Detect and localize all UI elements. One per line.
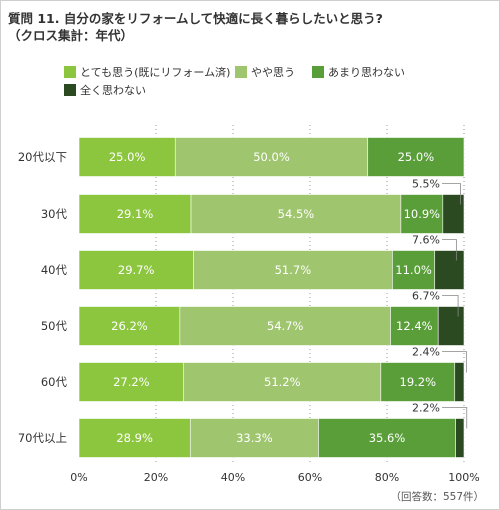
legend-label: 全く思わない <box>80 84 146 97</box>
x-tick-label: 80% <box>375 471 399 484</box>
bar-segment <box>193 250 393 290</box>
data-label: 50.0% <box>253 150 290 164</box>
x-tick-label: 0% <box>70 471 87 484</box>
bar-segment <box>78 306 181 346</box>
x-tick-label: 60% <box>298 471 322 484</box>
legend-label: やや思う <box>251 66 295 79</box>
bar-segment <box>434 250 465 290</box>
bar-segment <box>78 362 185 402</box>
data-label: 10.9% <box>404 207 441 221</box>
chart-title: 質問 11. 自分の家をリフォームして快適に長く暮らしたいと思う? （クロス集計… <box>8 10 488 44</box>
leader-line <box>442 351 467 373</box>
data-label: 2.2% <box>412 402 440 415</box>
data-label: 27.2% <box>113 375 150 389</box>
bar-segment <box>390 306 439 346</box>
response-count-note: （回答数：557件） <box>390 491 484 503</box>
bar-segment <box>78 194 192 234</box>
bar-segment <box>179 306 391 346</box>
legend-item-2: やや思う <box>235 64 295 80</box>
chart-title-line-2: （クロス集計：年代） <box>8 28 134 43</box>
x-tick-label: 40% <box>221 471 245 484</box>
data-label: 12.4% <box>396 319 433 333</box>
category-label: 20代以下 <box>18 150 67 164</box>
bar-segment <box>78 250 194 290</box>
bar-segment <box>78 137 176 177</box>
data-label: 54.7% <box>267 319 304 333</box>
data-label: 51.7% <box>275 263 312 277</box>
data-label: 29.7% <box>118 263 155 277</box>
category-label: 30代 <box>41 207 68 221</box>
bar-segment <box>190 194 402 234</box>
bar-segment <box>318 418 456 458</box>
data-label: 51.2% <box>264 375 301 389</box>
legend-swatch <box>235 66 247 78</box>
bar-segment <box>455 418 465 458</box>
data-label: 54.5% <box>278 207 315 221</box>
data-label: 11.0% <box>395 263 432 277</box>
bar-segment <box>400 194 444 234</box>
bar-segment <box>367 137 465 177</box>
bar-segment <box>392 250 436 290</box>
data-label: 2.4% <box>412 346 440 359</box>
leader-line <box>442 183 461 205</box>
data-label: 5.5% <box>412 178 440 191</box>
legend-swatch <box>64 66 76 78</box>
data-label: 25.0% <box>109 150 146 164</box>
legend-label: あまり思わない <box>328 66 405 79</box>
legend-item-3: あまり思わない <box>312 64 405 80</box>
data-label: 7.6% <box>412 234 440 247</box>
bar-segment <box>189 418 319 458</box>
legend-swatch <box>312 66 324 78</box>
data-label: 33.3% <box>236 431 273 445</box>
data-label: 25.0% <box>398 150 435 164</box>
leader-line <box>442 407 468 429</box>
legend-swatch <box>64 84 76 96</box>
legend-item-1: とても思う(既にリフォーム済) <box>64 64 230 80</box>
x-tick-label: 20% <box>144 471 168 484</box>
data-label: 6.7% <box>412 290 440 303</box>
bar-segment <box>183 362 382 402</box>
category-label: 60代 <box>41 375 68 389</box>
leader-line <box>442 239 457 261</box>
data-label: 29.1% <box>117 207 154 221</box>
data-label: 28.9% <box>116 431 153 445</box>
bar-segment <box>442 194 465 234</box>
legend-item-4: 全く思わない <box>64 82 146 98</box>
category-label: 70代以上 <box>18 431 67 445</box>
leader-line <box>442 295 459 317</box>
bar-segment <box>437 306 465 346</box>
data-label: 26.2% <box>111 319 148 333</box>
bar-segment <box>380 362 456 402</box>
chart-title-line-1: 質問 11. 自分の家をリフォームして快適に長く暮らしたいと思う? <box>8 11 383 26</box>
x-tick-label: 100% <box>448 471 479 484</box>
data-label: 19.2% <box>400 375 437 389</box>
category-label: 40代 <box>41 263 68 277</box>
category-label: 50代 <box>41 319 68 333</box>
bar-segment <box>454 362 465 402</box>
data-label: 35.6% <box>369 431 406 445</box>
bar-segment <box>78 418 191 458</box>
legend-label: とても思う(既にリフォーム済) <box>80 66 231 79</box>
